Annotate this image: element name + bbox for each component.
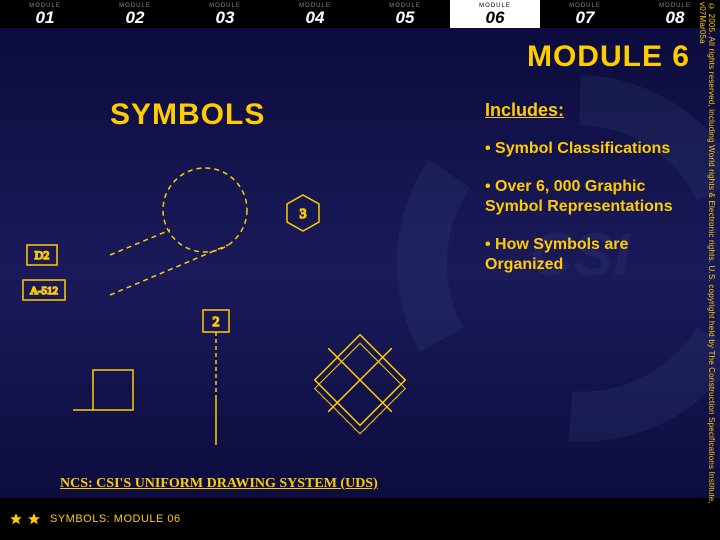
label-d2: D2 [35,248,50,262]
label-a512: A-512 [30,285,58,297]
footer-text: SYMBOLS: MODULE 06 [50,513,720,525]
star-icon [9,512,23,526]
page-title: SYMBOLS [110,98,265,132]
module-nav-bar: MODULE01MODULE02MODULE03MODULE04MODULE05… [0,0,720,28]
includes-item: • Symbol Classifications [485,139,695,159]
includes-heading: Includes: [485,100,695,121]
includes-panel: Includes: • Symbol Classifications • Ove… [485,100,695,293]
label-keynote: 2 [213,315,220,330]
includes-item: • How Symbols are Organized [485,235,695,275]
includes-item: • Over 6, 000 Graphic Symbol Representat… [485,177,695,217]
module-tab-03[interactable]: MODULE03 [180,0,270,28]
module-number-title: MODULE 6 [527,40,690,74]
symbols-diagram: D2 A-512 3 2 [15,160,485,470]
module-tab-01[interactable]: MODULE01 [0,0,90,28]
module-tab-04[interactable]: MODULE04 [270,0,360,28]
footer-bar: SYMBOLS: MODULE 06 [0,498,720,540]
label-hex: 3 [300,207,307,222]
module-tab-02[interactable]: MODULE02 [90,0,180,28]
footer-stars [0,512,50,526]
module-tab-07[interactable]: MODULE07 [540,0,630,28]
ncs-title-line: NCS: CSI'S UNIFORM DRAWING SYSTEM (UDS) [60,476,378,492]
module-tab-06[interactable]: MODULE06 [450,0,540,28]
star-icon [27,512,41,526]
module-tab-05[interactable]: MODULE05 [360,0,450,28]
copyright-vertical: © 2005. All rights reserved, including W… [702,2,716,538]
